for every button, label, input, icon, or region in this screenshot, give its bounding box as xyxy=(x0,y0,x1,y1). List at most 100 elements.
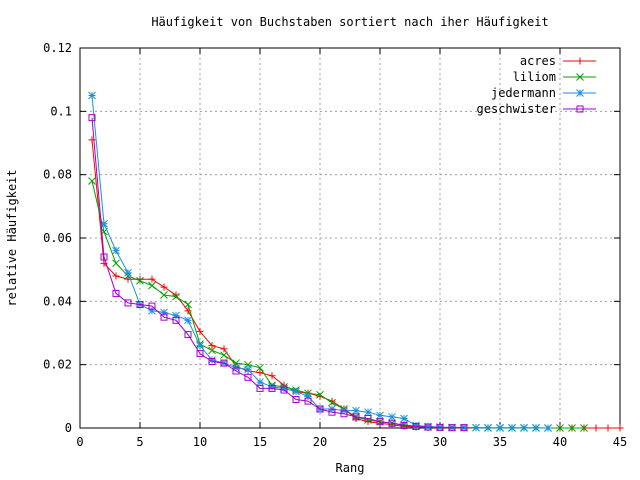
data-point-geschwister xyxy=(136,301,144,308)
data-point-jedermann xyxy=(496,423,504,432)
legend-marker xyxy=(576,89,584,97)
y-axis-label: relative Häufigkeit xyxy=(5,169,19,306)
data-point-jedermann xyxy=(292,387,300,396)
data-point-acres xyxy=(148,275,156,283)
x-tick-label: 20 xyxy=(313,435,327,449)
data-point-jedermann xyxy=(532,423,540,432)
series-jedermann xyxy=(88,91,552,432)
data-point-jedermann xyxy=(424,422,432,431)
data-point-liliom xyxy=(556,424,564,432)
data-point-jedermann xyxy=(520,423,528,432)
data-point-geschwister xyxy=(244,373,252,381)
data-point-jedermann xyxy=(484,423,492,432)
data-point-acres xyxy=(256,369,264,377)
data-point-geschwister xyxy=(172,316,180,324)
data-point-geschwister xyxy=(400,421,408,429)
data-point-jedermann xyxy=(268,382,276,391)
data-point-liliom xyxy=(208,346,216,355)
y-tick-label: 0.06 xyxy=(43,231,72,245)
data-point-geschwister xyxy=(436,423,444,431)
data-point-jedermann xyxy=(376,411,384,420)
y-tick-label: 0.04 xyxy=(43,294,72,308)
data-point-geschwister xyxy=(412,422,420,430)
data-point-liliom xyxy=(328,398,336,407)
y-tick-label: 0.02 xyxy=(43,358,72,372)
data-point-acres xyxy=(112,272,120,280)
data-point-geschwister xyxy=(184,331,192,339)
legend-marker xyxy=(576,105,584,113)
legend-label: acres xyxy=(520,54,556,68)
data-point-jedermann xyxy=(256,378,264,386)
legend-marker xyxy=(576,57,584,65)
chart-title: Häufigkeit von Buchstaben sortiert nach … xyxy=(151,15,548,29)
data-point-liliom xyxy=(172,292,180,301)
data-point-jedermann xyxy=(412,421,420,430)
data-point-acres xyxy=(592,424,600,432)
data-point-acres xyxy=(376,419,384,427)
data-point-jedermann xyxy=(88,91,96,100)
data-point-geschwister xyxy=(280,386,288,394)
y-tick-label: 0.12 xyxy=(43,41,72,55)
data-point-jedermann xyxy=(352,406,360,415)
legend-label: liliom xyxy=(513,70,556,84)
data-point-liliom xyxy=(220,351,228,360)
data-point-liliom xyxy=(580,424,588,432)
data-point-geschwister xyxy=(448,424,456,432)
series-acres xyxy=(88,136,624,432)
data-point-jedermann xyxy=(364,408,372,417)
data-point-liliom xyxy=(256,363,264,372)
data-point-liliom xyxy=(568,424,576,432)
x-tick-label: 40 xyxy=(553,435,567,449)
y-tick-label: 0.08 xyxy=(43,168,72,182)
data-point-acres xyxy=(196,327,204,335)
data-point-jedermann xyxy=(196,341,204,350)
legend-item-jedermann: jedermann xyxy=(491,86,596,100)
data-point-jedermann xyxy=(160,308,168,317)
y-tick-label: 0 xyxy=(65,421,72,435)
data-point-jedermann xyxy=(184,316,192,325)
data-point-geschwister xyxy=(220,359,228,367)
legend-item-liliom: liliom xyxy=(513,70,596,84)
data-point-liliom xyxy=(136,276,144,285)
data-point-jedermann xyxy=(112,246,120,255)
data-point-acres xyxy=(604,424,612,432)
x-tick-label: 35 xyxy=(493,435,507,449)
grid xyxy=(80,48,620,428)
data-point-liliom xyxy=(112,259,120,268)
series-layer xyxy=(88,91,624,432)
y-tick-label: 0.1 xyxy=(50,104,72,118)
data-point-acres xyxy=(388,421,396,429)
data-point-jedermann xyxy=(100,219,108,228)
data-point-acres xyxy=(220,345,228,353)
data-point-jedermann xyxy=(208,356,216,364)
data-point-geschwister xyxy=(208,358,216,365)
data-point-geschwister xyxy=(376,418,384,426)
x-tick-label: 15 xyxy=(253,435,267,449)
data-point-acres xyxy=(616,424,624,432)
data-point-jedermann xyxy=(388,413,396,421)
data-point-geschwister xyxy=(100,253,108,261)
data-point-geschwister xyxy=(316,405,324,413)
data-point-geschwister xyxy=(388,419,396,427)
data-point-geschwister xyxy=(340,410,348,418)
series-line-liliom xyxy=(91,180,584,429)
legend-label: jedermann xyxy=(491,86,556,100)
data-point-jedermann xyxy=(280,384,288,393)
data-point-geschwister xyxy=(112,289,120,297)
x-tick-label: 30 xyxy=(433,435,447,449)
data-point-geschwister xyxy=(352,413,360,421)
data-point-jedermann xyxy=(304,392,312,401)
data-point-liliom xyxy=(88,177,96,185)
data-point-jedermann xyxy=(148,306,156,315)
series-line-acres xyxy=(91,139,620,429)
data-point-liliom xyxy=(160,291,168,299)
data-point-geschwister xyxy=(460,424,468,432)
data-point-liliom xyxy=(148,281,156,290)
legend: acres liliom jedermann geschwister xyxy=(477,54,596,116)
data-point-geschwister xyxy=(328,408,336,416)
data-point-jedermann xyxy=(244,365,252,374)
data-point-geschwister xyxy=(148,302,156,310)
series-liliom xyxy=(88,177,588,432)
x-axis-label: Rang xyxy=(336,461,365,475)
